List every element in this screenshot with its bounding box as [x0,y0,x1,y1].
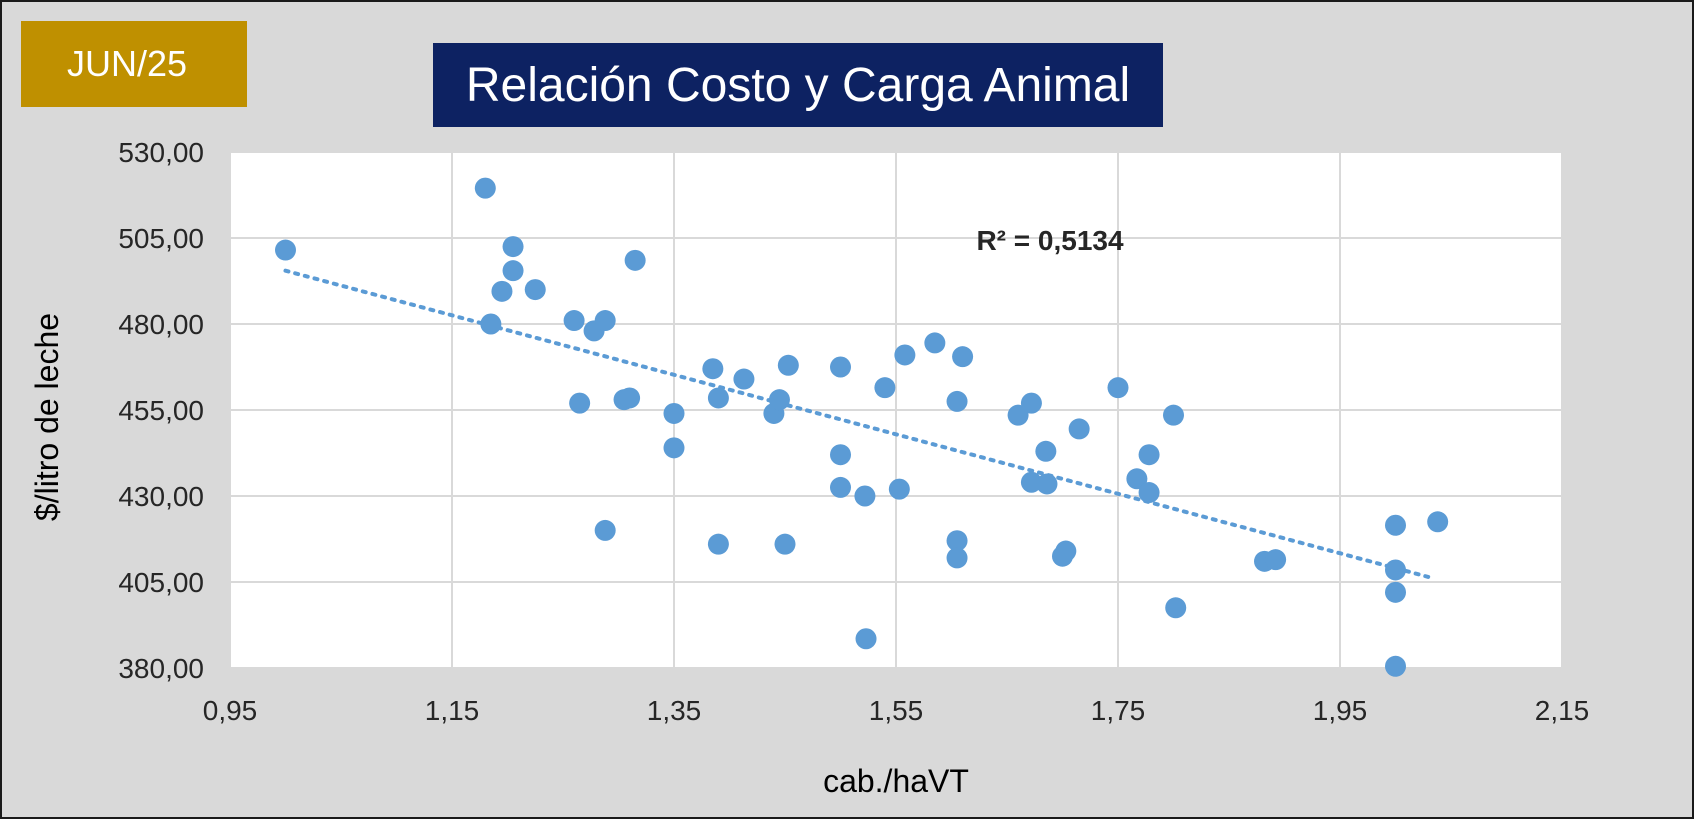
y-tick-label: 530,00 [118,137,204,168]
x-tick-label: 1,15 [425,695,480,726]
data-point [924,332,946,354]
data-point [1036,473,1058,495]
x-tick-labels: 0,95 1,15 1,35 1,55 1,75 1,95 2,15 [203,695,1590,726]
data-point [594,519,616,541]
data-point [830,444,851,466]
data-point [1265,549,1287,571]
data-point [952,346,974,368]
r2-label: R² = 0,5134 [976,225,1124,256]
y-tick-labels: 530,00 505,00 480,00 455,00 430,00 405,00 380,… [118,137,204,684]
data-point [502,260,524,282]
data-point [854,485,876,507]
data-point [855,628,877,650]
data-point [1138,444,1160,466]
y-axis-title: $/litro de leche [29,313,65,521]
x-tick-label: 2,15 [1535,695,1590,726]
x-tick-label: 1,75 [1091,695,1146,726]
data-point [491,280,513,302]
data-point [777,354,799,376]
data-point [663,437,685,459]
y-tick-label: 505,00 [118,223,204,254]
x-tick-label: 1,95 [1313,695,1368,726]
y-tick-label: 430,00 [118,481,204,512]
x-tick-label: 1,35 [647,695,702,726]
data-points [275,177,1449,677]
data-point [1126,468,1148,490]
y-tick-label: 480,00 [118,309,204,340]
data-point [569,392,591,414]
chart-title: Relación Costo y Carga Animal [433,43,1163,127]
data-point [733,368,755,390]
data-point [707,533,729,555]
data-point [946,530,968,552]
data-point [275,239,296,261]
data-point [1068,418,1090,440]
data-point [663,402,685,424]
data-point [1385,559,1406,581]
data-point [1165,597,1187,619]
data-point [524,279,546,301]
data-point [1007,404,1029,426]
data-point [1020,392,1042,414]
data-point [707,387,729,409]
data-point [1035,440,1057,462]
x-tick-label: 1,55 [869,695,924,726]
y-tick-label: 380,00 [118,653,204,684]
data-point [946,547,968,569]
data-point [1385,655,1406,677]
y-tick-label: 455,00 [118,395,204,426]
data-point [830,476,851,498]
data-point [563,310,585,332]
data-point [1385,514,1406,536]
data-point [888,478,910,500]
data-point [1107,377,1129,399]
data-point [594,310,616,332]
data-point [502,236,524,258]
data-point [1020,471,1042,493]
data-point [474,177,496,199]
trendline [283,268,1437,581]
data-point [624,249,646,271]
x-tick-label: 0,95 [203,695,258,726]
data-point [774,533,796,555]
data-point [1138,482,1160,504]
trendline-group [283,268,1437,581]
period-badge: JUN/25 [21,21,247,107]
data-point [1427,511,1449,533]
data-point [894,344,916,366]
data-point [768,389,790,411]
data-point [702,358,724,380]
data-point [830,356,851,378]
y-tick-label: 405,00 [118,567,204,598]
x-axis-title: cab./haVT [823,763,969,799]
data-point [1385,581,1406,603]
data-point [619,387,641,409]
data-point [1055,540,1077,562]
data-point [946,390,968,412]
data-point [1163,404,1184,426]
data-point [480,313,502,335]
data-point [874,377,896,399]
